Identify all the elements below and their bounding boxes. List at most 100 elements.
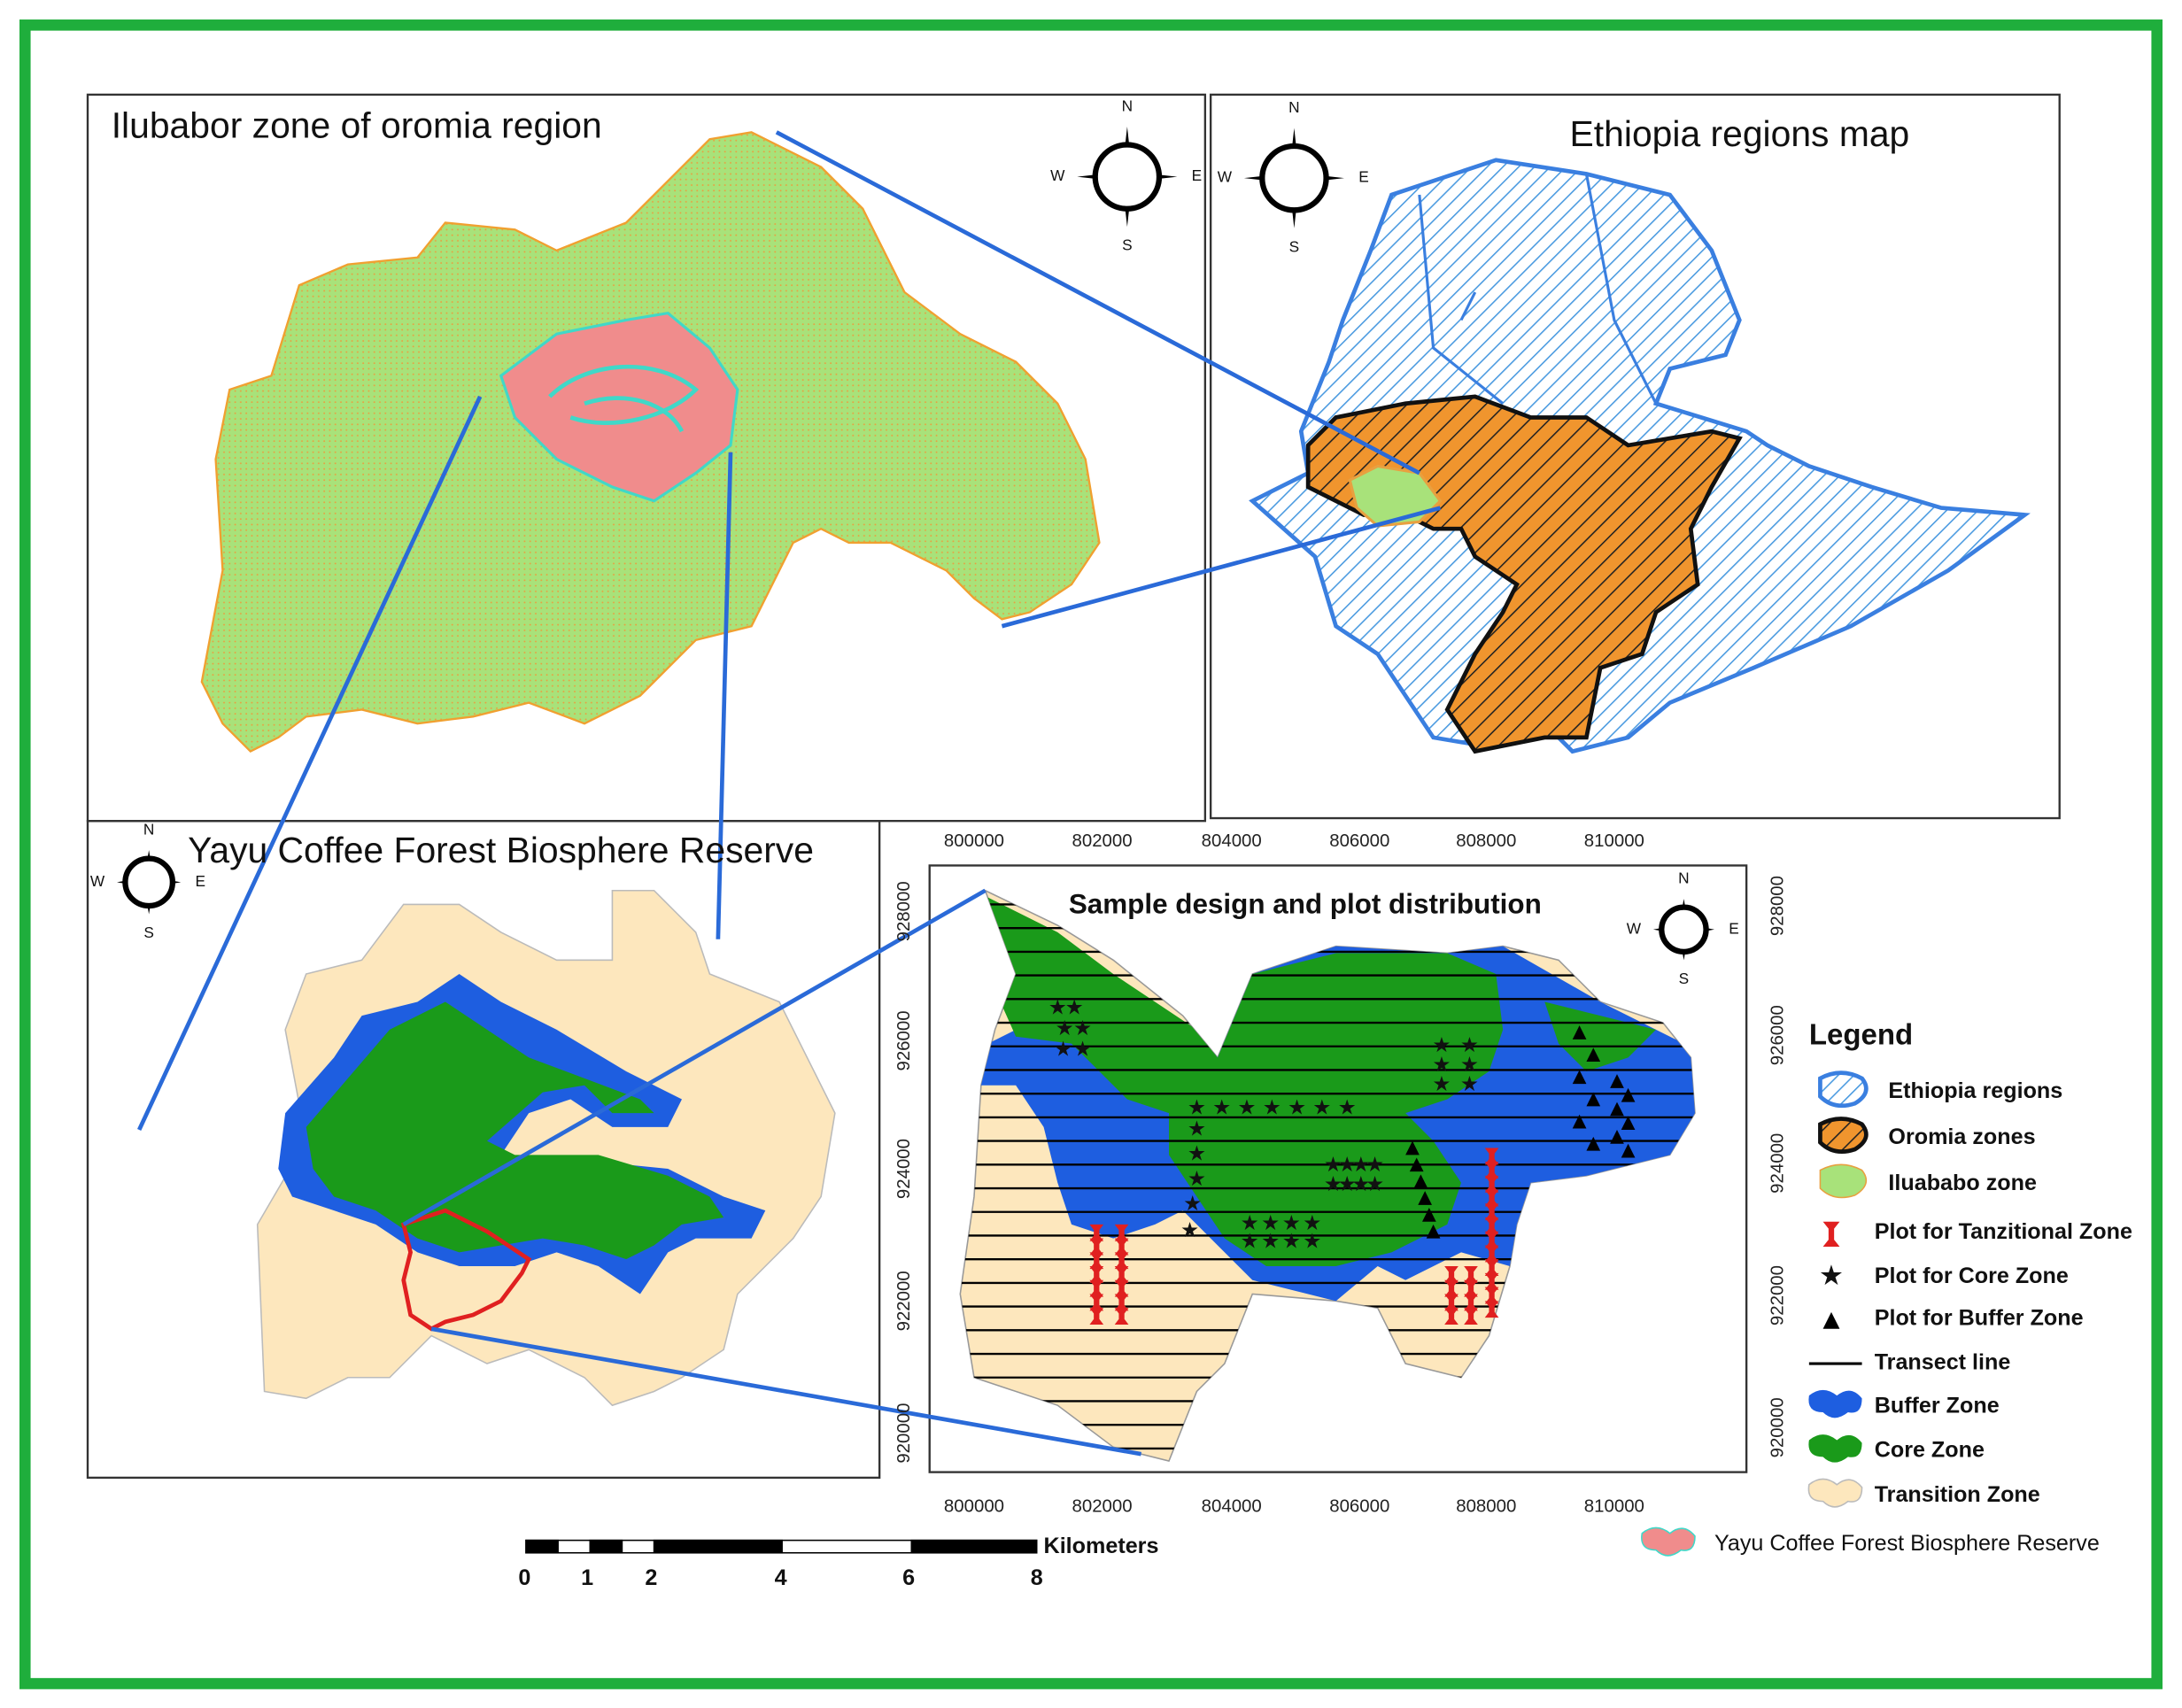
compass-ring bbox=[122, 855, 175, 909]
svg-text:★: ★ bbox=[1819, 1260, 1844, 1291]
core-plot: ★ bbox=[1338, 1153, 1357, 1176]
x-coordinate: 810000 bbox=[1584, 831, 1644, 851]
compass-n: N bbox=[143, 821, 154, 839]
y-coordinate: 926000 bbox=[1768, 1005, 1788, 1065]
transition-plot bbox=[1089, 1266, 1104, 1283]
core-plot: ★ bbox=[1282, 1211, 1301, 1234]
core-plot: ★ bbox=[1303, 1211, 1321, 1234]
legend-item: Plot for Tanzitional Zone bbox=[1875, 1219, 2132, 1244]
buffer-plot bbox=[1610, 1074, 1624, 1088]
core-plot: ★ bbox=[1338, 1096, 1357, 1119]
core-plot: ★ bbox=[1351, 1172, 1370, 1195]
compass-s: S bbox=[1289, 237, 1300, 255]
buffer-plot bbox=[1586, 1092, 1601, 1107]
transition-plot bbox=[1484, 1287, 1499, 1304]
x-coordinate: 810000 bbox=[1584, 1496, 1644, 1516]
transition-plot bbox=[1484, 1259, 1499, 1277]
transition-plot bbox=[1464, 1308, 1478, 1325]
buffer-plot bbox=[1610, 1130, 1624, 1144]
buffer-plot bbox=[1621, 1116, 1636, 1131]
compass-w: W bbox=[1218, 168, 1233, 186]
buffer-plot bbox=[1586, 1136, 1601, 1151]
transition-plot bbox=[1089, 1224, 1104, 1241]
core-plot: ★ bbox=[1460, 1072, 1479, 1095]
buffer-plot bbox=[1426, 1224, 1441, 1239]
scale-label: 8 bbox=[1031, 1565, 1043, 1590]
core-plot: ★ bbox=[1460, 1053, 1479, 1076]
buffer-plot bbox=[1586, 1047, 1601, 1063]
buffer-plot bbox=[1610, 1101, 1624, 1117]
legend-item: Iluababo zone bbox=[1888, 1171, 2037, 1195]
core-plot: ★ bbox=[1073, 1038, 1092, 1061]
x-coordinate: 804000 bbox=[1202, 1496, 1262, 1516]
core-plot: ★ bbox=[1460, 1033, 1479, 1056]
y-coordinate: 924000 bbox=[1768, 1133, 1788, 1194]
buffer-plot bbox=[1572, 1025, 1587, 1039]
panel-title: Ethiopia regions map bbox=[1570, 113, 1910, 154]
transition-plot bbox=[1089, 1238, 1104, 1256]
transition-plot bbox=[1444, 1279, 1459, 1297]
compass-w: W bbox=[90, 872, 105, 890]
y-coordinate: 928000 bbox=[1768, 876, 1788, 936]
transition-plot bbox=[1484, 1162, 1499, 1179]
buffer-plot bbox=[1572, 1070, 1587, 1085]
compass-n: N bbox=[1288, 98, 1299, 116]
compass-n: N bbox=[1678, 869, 1689, 887]
buffer-plot bbox=[1422, 1208, 1436, 1222]
core-plot: ★ bbox=[1073, 1016, 1092, 1039]
core-plot: ★ bbox=[1054, 1038, 1072, 1061]
x-coordinate: 808000 bbox=[1456, 1496, 1516, 1516]
transition-plot bbox=[1114, 1238, 1129, 1256]
y-coordinate: 928000 bbox=[894, 881, 914, 941]
compass-n: N bbox=[1122, 97, 1133, 115]
transition-plot bbox=[1484, 1231, 1499, 1248]
panel-title: Ilubabor zone of oromia region bbox=[112, 104, 602, 145]
transition-plot bbox=[1464, 1294, 1478, 1311]
buffer-plot bbox=[1621, 1087, 1636, 1102]
connectors bbox=[137, 130, 1442, 1457]
transition-plot bbox=[1484, 1189, 1499, 1207]
core-plot: ★ bbox=[1261, 1211, 1280, 1234]
buffer-plot bbox=[1413, 1174, 1428, 1189]
transition-plot bbox=[1484, 1301, 1499, 1318]
legend-item: Buffer Zone bbox=[1875, 1393, 2000, 1418]
core-plot: ★ bbox=[1312, 1096, 1331, 1119]
buffer-plot bbox=[1572, 1114, 1587, 1129]
core-plot: ★ bbox=[1303, 1230, 1321, 1253]
core-plot: ★ bbox=[1056, 1016, 1074, 1039]
scale-label: 2 bbox=[645, 1565, 657, 1590]
legend-title: Legend bbox=[1809, 1017, 1913, 1050]
x-coordinate: 802000 bbox=[1072, 1496, 1133, 1516]
compass: N S W E bbox=[90, 821, 205, 941]
y-coordinate: 924000 bbox=[894, 1139, 914, 1199]
core-plot: ★ bbox=[1366, 1153, 1384, 1176]
core-plot: ★ bbox=[1188, 1096, 1206, 1119]
scale-label: 4 bbox=[775, 1565, 787, 1590]
core-plot: ★ bbox=[1366, 1172, 1384, 1195]
core-plot: ★ bbox=[1324, 1172, 1342, 1195]
core-plot: ★ bbox=[1241, 1211, 1259, 1234]
panel-title: Sample design and plot distribution bbox=[1069, 888, 1542, 919]
compass: N S W E bbox=[1627, 869, 1739, 987]
core-plot: ★ bbox=[1432, 1033, 1451, 1056]
transition-plot bbox=[1089, 1279, 1104, 1297]
panel-title: Yayu Coffee Forest Biosphere Reserve bbox=[188, 830, 814, 870]
reserve-core bbox=[548, 364, 700, 433]
scale-label: 0 bbox=[518, 1565, 530, 1590]
transition-plot bbox=[1444, 1308, 1459, 1325]
transition-plot bbox=[1114, 1308, 1129, 1325]
compass-ring bbox=[1092, 142, 1163, 212]
transition-plot bbox=[1484, 1148, 1499, 1165]
core-plot: ★ bbox=[1263, 1096, 1281, 1119]
transition-plot bbox=[1484, 1175, 1499, 1193]
core-zone bbox=[1544, 1001, 1656, 1072]
core-plot: ★ bbox=[1180, 1218, 1199, 1241]
core-plot: ★ bbox=[1351, 1153, 1370, 1176]
compass-e: E bbox=[196, 872, 206, 890]
transition-plot bbox=[1484, 1217, 1499, 1234]
x-coordinate: 800000 bbox=[944, 831, 1004, 851]
buffer-plot bbox=[1418, 1191, 1432, 1205]
y-coordinate: 922000 bbox=[894, 1271, 914, 1331]
scale-label: 6 bbox=[902, 1565, 915, 1590]
